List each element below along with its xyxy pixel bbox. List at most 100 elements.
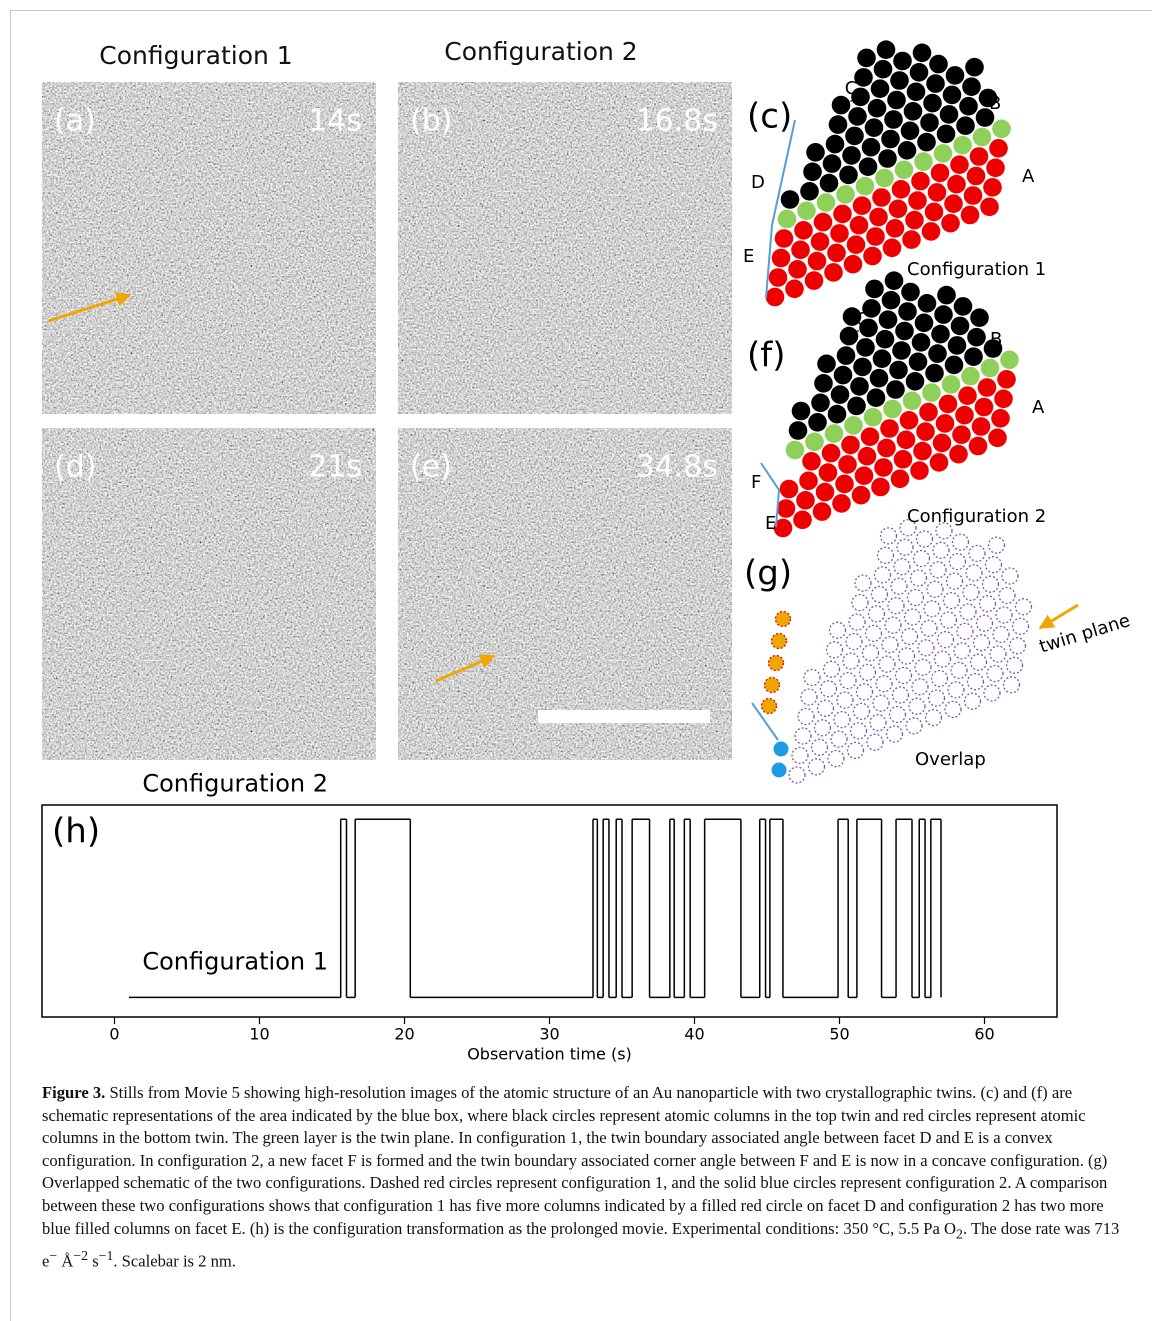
atom-column bbox=[388, 570, 396, 578]
atom-column bbox=[376, 511, 384, 519]
atom-column bbox=[466, 397, 474, 405]
atom-column bbox=[536, 243, 544, 251]
atom bbox=[1000, 351, 1019, 370]
atom-column bbox=[302, 310, 310, 318]
atom-column bbox=[752, 604, 760, 612]
atom-column bbox=[131, 411, 139, 419]
atom-column bbox=[562, 203, 570, 211]
atom-column bbox=[717, 681, 725, 689]
atom-column bbox=[735, 261, 743, 269]
atom-column bbox=[314, 707, 322, 715]
atom-column bbox=[603, 648, 611, 656]
atom-column bbox=[537, 172, 545, 180]
atom-column bbox=[630, 537, 638, 545]
atom-column bbox=[549, 223, 557, 231]
atom bbox=[944, 194, 963, 213]
atom-column bbox=[687, 358, 695, 366]
atom-column bbox=[341, 250, 349, 258]
atom-column bbox=[540, 606, 548, 614]
figure-caption: Figure 3. Stills from Movie 5 showing hi… bbox=[42, 1082, 1122, 1274]
atom-column bbox=[388, 216, 396, 224]
atom-outline bbox=[1002, 568, 1018, 584]
atom-column bbox=[189, 206, 197, 214]
atom-column bbox=[280, 713, 288, 721]
atom-column bbox=[150, 612, 158, 620]
atom bbox=[895, 161, 914, 180]
atom-column bbox=[539, 677, 547, 685]
atom bbox=[872, 188, 891, 207]
atom-column bbox=[218, 600, 226, 608]
atom-column bbox=[247, 648, 255, 656]
column-header: Configuration 1 bbox=[99, 41, 292, 70]
atom-column bbox=[501, 666, 509, 674]
atom-outline bbox=[914, 551, 930, 567]
atom-column bbox=[513, 717, 521, 725]
atom-column bbox=[259, 699, 267, 707]
atom-column bbox=[623, 733, 631, 741]
atom-outline bbox=[912, 679, 928, 695]
atom-column bbox=[256, 265, 264, 273]
atom-outline bbox=[866, 625, 882, 641]
atom-column bbox=[307, 256, 315, 264]
x-tick-label: 40 bbox=[684, 1025, 704, 1044]
atom-column bbox=[527, 280, 535, 288]
atom bbox=[930, 453, 949, 472]
atom-outline bbox=[963, 584, 979, 600]
atom-outline bbox=[795, 728, 811, 744]
atom-column bbox=[239, 614, 247, 622]
panel-label: (h) bbox=[52, 812, 100, 852]
atom-column bbox=[701, 613, 709, 621]
atom-column bbox=[183, 331, 191, 339]
atom-column bbox=[221, 688, 229, 696]
atom-column bbox=[626, 520, 634, 528]
atom bbox=[889, 200, 908, 219]
atom-column bbox=[151, 195, 159, 203]
atom-column bbox=[133, 615, 141, 623]
atom-column bbox=[369, 715, 377, 723]
atom-outline bbox=[971, 654, 987, 670]
schematic-text: (f) bbox=[747, 336, 786, 376]
atom-column bbox=[521, 751, 529, 759]
atom-column bbox=[622, 503, 630, 511]
atom-column bbox=[138, 215, 146, 223]
atom-column bbox=[29, 128, 37, 136]
atom-column bbox=[582, 288, 590, 296]
atom-column bbox=[510, 629, 518, 637]
atom-outline bbox=[935, 651, 951, 667]
atom-column bbox=[743, 641, 751, 649]
atom bbox=[858, 447, 877, 466]
atom-outline bbox=[947, 573, 963, 589]
atom-column bbox=[747, 658, 755, 666]
atom-column bbox=[382, 349, 390, 357]
figure: Configuration 1 Configuration 2 (a)14s(b… bbox=[0, 0, 1152, 1075]
atom-column bbox=[599, 285, 607, 293]
atom-column bbox=[743, 295, 751, 303]
atom bbox=[961, 367, 980, 386]
atom-outline bbox=[860, 664, 876, 680]
atom-column bbox=[633, 625, 641, 633]
atom-column bbox=[335, 721, 343, 729]
atom-column bbox=[80, 420, 88, 428]
atom-column bbox=[167, 609, 175, 617]
atom-column bbox=[138, 561, 146, 569]
atom-outline bbox=[855, 575, 871, 591]
atom bbox=[772, 249, 791, 268]
atom-column bbox=[325, 528, 333, 536]
atom-column bbox=[640, 384, 648, 392]
atom-column bbox=[765, 238, 773, 246]
atom-column bbox=[127, 394, 135, 402]
atom-column bbox=[531, 297, 539, 305]
atom-column bbox=[675, 307, 683, 315]
atom-column bbox=[535, 660, 543, 668]
atom-column bbox=[349, 284, 357, 292]
atom-outline bbox=[924, 601, 940, 617]
atom-column bbox=[689, 562, 697, 570]
atom-outline bbox=[987, 666, 1003, 682]
atom bbox=[796, 491, 815, 510]
atom-column bbox=[145, 320, 153, 328]
atom-column bbox=[331, 704, 339, 712]
atom-column bbox=[235, 251, 243, 259]
atom bbox=[934, 305, 953, 324]
atom-column bbox=[721, 698, 729, 706]
atom-column bbox=[726, 644, 734, 652]
